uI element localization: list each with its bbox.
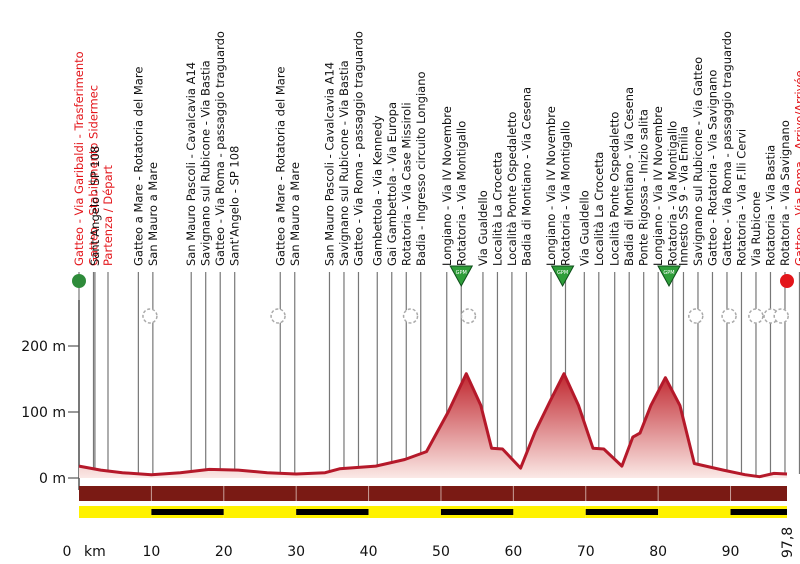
strip-segment (79, 506, 152, 518)
finish-km-label: 97,8 (780, 527, 796, 558)
waypoint-label: San Mauro Pascoli - Cavalcavia A14 (184, 62, 198, 266)
waypoint-label: Longiano - Via IV Novembre (651, 106, 665, 266)
x-axis: 0 10 20 30 40 50 60 70 80 90 km 97,8 (63, 527, 796, 560)
waypoint-label: Località Ponte Ospedaletto (608, 112, 622, 266)
strip-segment (368, 506, 441, 518)
waypoint-label: Longiano - Via IV Novembre (440, 106, 454, 266)
direction-marker (773, 308, 789, 324)
y-tick-label: 200 m (21, 339, 66, 355)
x-tick-label: 60 (504, 544, 522, 560)
waypoint-label: Savignano sul Rubicone - Via Bastia (337, 60, 351, 266)
waypoint-label: Rotatoria - Via Montigallo (454, 121, 468, 266)
waypoint-label: Gatteo - Via Roma - passaggio traguardo (351, 31, 365, 266)
x-tick-label: 90 (722, 544, 740, 560)
waypoint-label: Rotatoria - Via Bastia (763, 145, 777, 266)
x-tick-label: 70 (577, 544, 595, 560)
waypoint-label: Rotatoria - Via Savignano (778, 120, 792, 266)
gpm-marker (550, 265, 575, 288)
waypoint-label: Gai Gambettola - Via Europa (385, 102, 399, 266)
direction-marker (402, 308, 419, 324)
waypoint-label: Località La Crocetta (490, 152, 504, 266)
profile-area (79, 373, 787, 478)
finish-marker (780, 274, 794, 288)
waypoint-label: Gatteo a Mare - Rotatoria del Mare (131, 67, 145, 266)
waypoint-label: Gatteo - Via Roma - passaggio traguardo (720, 31, 734, 266)
waypoint-label: Località Ponte Ospedaletto (505, 112, 519, 266)
y-tick-label: 100 m (21, 405, 66, 421)
elevation-profile (78, 372, 788, 479)
waypoint-label: San Mauro a Mare (288, 162, 302, 266)
waypoint-label: Ponte Rigossa - Inizio salita (637, 109, 651, 266)
waypoint-label: Savignano sul Rubicone - Via Gatteo (691, 57, 705, 266)
direction-marker (270, 308, 286, 324)
strip-black-segment (585, 509, 659, 515)
waypoint-label: Via Rubicone (749, 192, 763, 267)
x-unit-label: km (84, 544, 106, 560)
waypoint-label: Via Gualdello (476, 190, 490, 266)
direction-marker (721, 308, 737, 324)
waypoint-label: Gatteo - Via Roma - passaggio traguardo (213, 31, 227, 266)
gpm-marker (657, 265, 681, 288)
waypoint-label: Gatteo - Via Roma - Arrivo/Arrivée (792, 70, 800, 266)
waypoint-label: San Mauro a Mare (146, 162, 160, 266)
gpm-marker (449, 265, 474, 288)
strip-segment (223, 506, 297, 518)
waypoint-label: Rotatoria - Via Montigallo (559, 121, 573, 266)
direction-marker (688, 308, 704, 324)
gpm-label: GPM (663, 270, 674, 276)
waypoint-label: Badia di Montiano - Via Cesena (622, 87, 636, 266)
strip-segment (658, 506, 731, 518)
gpm-label: GPM (557, 270, 568, 276)
strip-black-segment (151, 509, 224, 515)
direction-marker (460, 308, 477, 324)
x-tick-label: 10 (142, 544, 160, 560)
waypoint-label: Gatteo - Stabilimento Sidermec (87, 85, 101, 266)
waypoint-label: Gatteo - Rotatoria - Via Savignano (705, 70, 719, 266)
direction-marker (142, 308, 158, 324)
profile-line (78, 372, 788, 479)
strip-black-segment (296, 509, 369, 515)
ground-band (79, 486, 787, 501)
gpm-label: GPM (456, 270, 467, 276)
waypoint-label: Rotatoria - Via Case Missiroli (399, 102, 413, 266)
waypoint-label: Innesto SS 9 - Via Emilia (676, 126, 690, 266)
direction-marker (748, 308, 764, 324)
waypoint-label: Sant'Angelo - SP 108 (228, 146, 242, 266)
route-markers: GPM GPM GPM (72, 265, 794, 324)
x-tick-label: 50 (432, 544, 450, 560)
ground-band-rect (79, 486, 787, 501)
waypoint-label: Rotatoria - Via Montigallo (666, 121, 680, 266)
waypoint-lines (78, 272, 800, 477)
waypoint-label: Sant'Angelo - SP 108 (88, 146, 102, 266)
y-axis: 0 m 100 m 200 m (21, 300, 80, 490)
waypoint-label: Savignano sul Rubicone - Via Bastia (199, 60, 213, 266)
waypoint-labels: Gatteo - Via Garibaldi - Trasferimento Ga… (72, 31, 800, 266)
strip-segment (513, 506, 586, 518)
km-strip (79, 506, 787, 518)
waypoint-label: Gatteo a Mare - Rotatoria del Mare (273, 67, 287, 266)
x-tick-label: 20 (215, 544, 233, 560)
waypoint-label: Gatteo - Via Garibaldi - Trasferimento (72, 51, 86, 266)
y-tick-label: 0 m (39, 471, 66, 487)
x-tick-label: 80 (649, 544, 667, 560)
waypoint-label: Via Gualdello (577, 190, 591, 266)
waypoint-label: San Mauro Pascoli - Cavalcavia A14 (322, 62, 336, 266)
x-tick-label: 30 (287, 544, 305, 560)
strip-black-segment (440, 509, 514, 515)
waypoint-label: Badia - Ingresso circuito Longiano (414, 71, 428, 266)
x-tick-label: 40 (360, 544, 378, 560)
waypoint-label: Gambettola - Via Kennedy (370, 115, 384, 266)
waypoint-label: Badia di Montiano - Via Cesena (519, 87, 533, 266)
waypoint-label: Rotatoria - Via F.lli Cervi (734, 129, 748, 266)
strip-black-segment (730, 509, 787, 515)
start-marker (72, 274, 86, 288)
waypoint-label: Partenza / Départ (101, 165, 115, 266)
waypoint-label: Longiano - Via IV Novembre (544, 106, 558, 266)
waypoint-label: Località La Crocetta (592, 152, 606, 266)
x-tick-label: 0 (63, 544, 72, 560)
